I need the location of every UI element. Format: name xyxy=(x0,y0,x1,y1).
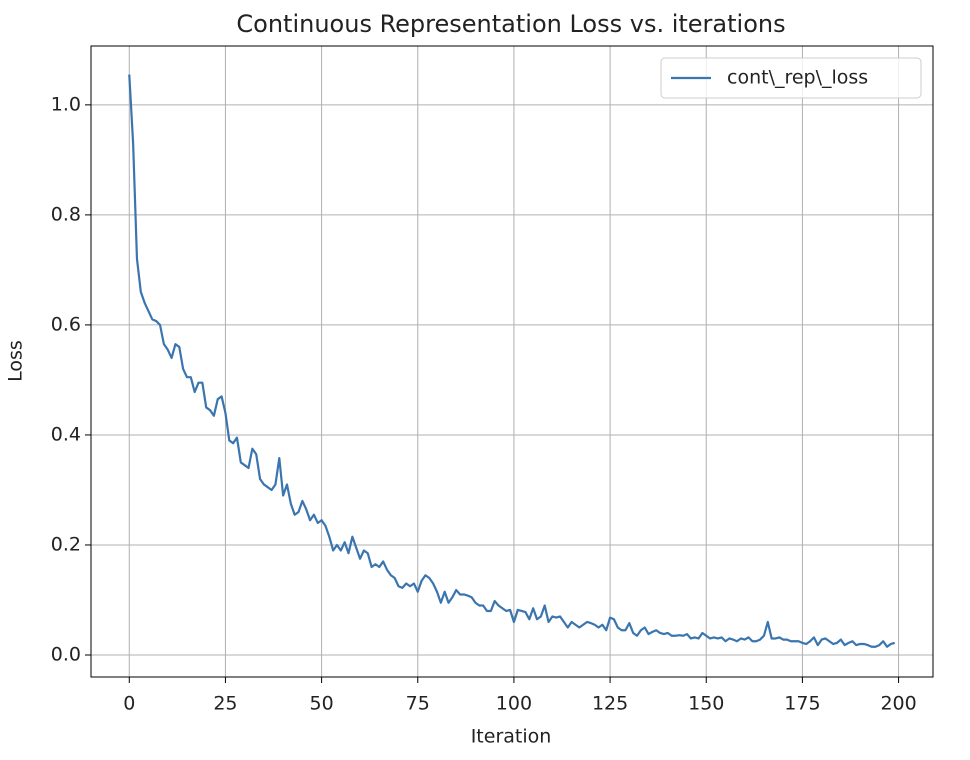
chart-title: Continuous Representation Loss vs. itera… xyxy=(236,10,785,38)
legend-box xyxy=(660,57,922,99)
y-tick-label: 0.8 xyxy=(51,203,81,225)
x-axis-label: Iteration xyxy=(471,726,552,748)
y-tick-label: 1.0 xyxy=(51,93,81,115)
x-tick-label: 125 xyxy=(592,693,628,715)
line-series xyxy=(128,74,896,648)
x-tick-label: 75 xyxy=(406,693,430,715)
plot-frame xyxy=(90,45,934,678)
legend-label: cont\_rep\_loss xyxy=(727,67,868,89)
x-tick-label: 150 xyxy=(688,693,724,715)
x-tick-label: 50 xyxy=(310,693,334,715)
x-tick-label: 25 xyxy=(213,693,237,715)
x-tick-label: 200 xyxy=(880,693,916,715)
y-tick-label: 0.4 xyxy=(51,423,81,445)
y-axis-label: Loss xyxy=(5,340,27,382)
x-tick-label: 100 xyxy=(496,693,532,715)
y-tick-label: 0.6 xyxy=(51,313,81,335)
y-tick-label: 0.2 xyxy=(51,533,81,555)
x-tick-label: 175 xyxy=(784,693,820,715)
y-tick-label: 0.0 xyxy=(51,643,81,665)
x-tick-label: 0 xyxy=(123,693,135,715)
